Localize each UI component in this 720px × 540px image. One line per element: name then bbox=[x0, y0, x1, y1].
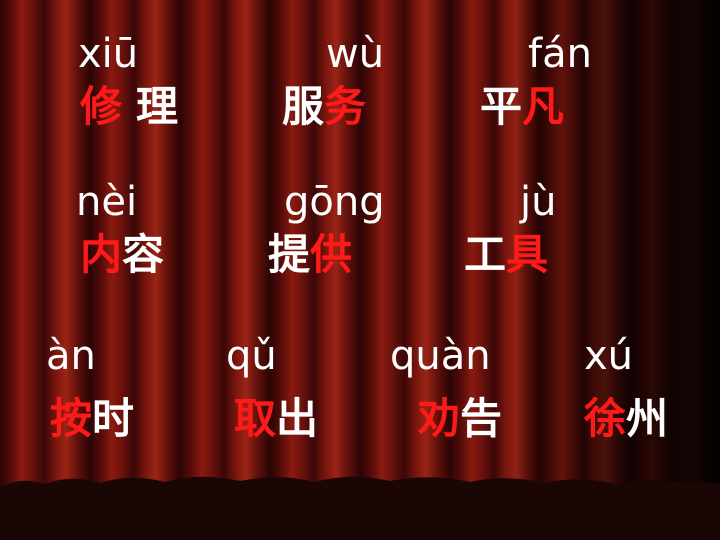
word-9-char-1: 劝 bbox=[418, 394, 460, 443]
word-5-char-2: 供 bbox=[310, 230, 352, 279]
word-10-char-1: 徐 bbox=[584, 394, 626, 443]
word-4-char-1: 内 bbox=[80, 230, 122, 279]
word-7-char-1: 按 bbox=[50, 394, 92, 443]
word-6-char-1: 工 bbox=[464, 230, 506, 279]
word-8-char-2: 出 bbox=[276, 394, 318, 443]
pinyin-8: qǔ bbox=[226, 334, 277, 378]
pinyin-5: gōng bbox=[284, 180, 385, 224]
word-2: 服务 bbox=[282, 84, 366, 130]
pinyin-2: wù bbox=[326, 32, 384, 76]
pinyin-1: xiū bbox=[78, 32, 138, 76]
word-8: 取出 bbox=[234, 396, 318, 442]
word-3: 平凡 bbox=[480, 84, 564, 130]
word-10: 徐州 bbox=[584, 396, 668, 442]
stage-floor bbox=[0, 486, 720, 540]
word-5: 提供 bbox=[268, 232, 352, 278]
word-10-char-2: 州 bbox=[626, 394, 668, 443]
pinyin-6: jù bbox=[520, 180, 556, 224]
word-1-char-2: 理 bbox=[136, 82, 178, 131]
word-9-char-2: 告 bbox=[460, 394, 502, 443]
word-3-char-1: 平 bbox=[480, 82, 522, 131]
pinyin-7: àn bbox=[46, 334, 96, 378]
word-5-char-1: 提 bbox=[268, 230, 310, 279]
pinyin-3: fán bbox=[528, 32, 592, 76]
word-8-char-1: 取 bbox=[234, 394, 276, 443]
word-7-char-2: 时 bbox=[92, 394, 134, 443]
word-3-char-2: 凡 bbox=[522, 82, 564, 131]
word-4: 内容 bbox=[80, 232, 164, 278]
word-9: 劝告 bbox=[418, 396, 502, 442]
pinyin-9: quàn bbox=[390, 334, 491, 378]
word-7: 按时 bbox=[50, 396, 134, 442]
word-4-char-2: 容 bbox=[122, 230, 164, 279]
word-2-char-2: 务 bbox=[324, 82, 366, 131]
pinyin-10: xú bbox=[584, 334, 633, 378]
word-6-char-2: 具 bbox=[506, 230, 548, 279]
word-2-char-1: 服 bbox=[282, 82, 324, 131]
word-1-char-1: 修 bbox=[80, 82, 122, 131]
word-6: 工具 bbox=[464, 232, 548, 278]
word-1: 修理 bbox=[80, 84, 178, 130]
pinyin-4: nèi bbox=[76, 180, 137, 224]
